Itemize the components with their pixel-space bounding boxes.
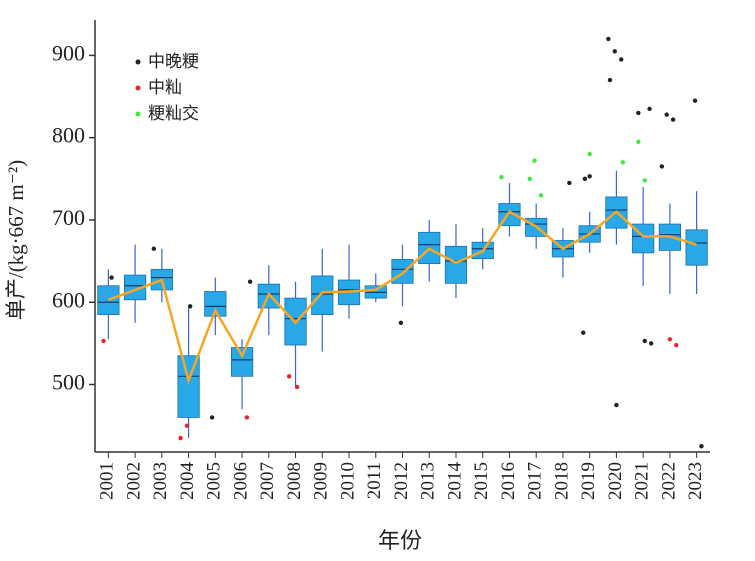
point bbox=[581, 330, 586, 335]
box bbox=[311, 275, 334, 315]
y-tick-label: 500 bbox=[52, 370, 85, 395]
point bbox=[642, 338, 647, 344]
point bbox=[244, 415, 250, 420]
x-tick-label: 2022 bbox=[658, 462, 679, 500]
point bbox=[636, 139, 641, 144]
point bbox=[647, 106, 652, 112]
legend-label: 中籼 bbox=[148, 78, 182, 98]
point bbox=[606, 36, 611, 42]
point bbox=[101, 338, 106, 344]
x-tick-label: 2010 bbox=[337, 462, 358, 500]
point bbox=[527, 176, 532, 182]
point bbox=[587, 174, 592, 179]
point bbox=[567, 180, 572, 186]
point bbox=[247, 279, 253, 284]
y-tick-label: 900 bbox=[52, 40, 85, 65]
legend-label: 中晚粳 bbox=[148, 52, 199, 72]
point bbox=[286, 374, 292, 379]
point bbox=[398, 320, 404, 326]
x-tick-label: 2021 bbox=[632, 462, 653, 500]
point bbox=[699, 444, 704, 449]
box bbox=[391, 259, 414, 284]
x-tick-label: 2018 bbox=[551, 462, 572, 500]
legend-label: 粳籼交 bbox=[148, 104, 199, 124]
y-tick-label: 700 bbox=[52, 205, 85, 230]
point bbox=[607, 77, 613, 83]
legend-marker bbox=[135, 85, 141, 91]
legend-marker bbox=[135, 111, 141, 117]
x-tick-label: 2006 bbox=[230, 462, 251, 500]
point bbox=[674, 342, 679, 348]
x-tick-label: 2020 bbox=[605, 462, 626, 500]
x-tick-label: 2009 bbox=[311, 462, 332, 500]
x-tick-label: 2011 bbox=[364, 462, 385, 499]
legend-marker bbox=[135, 59, 141, 65]
x-tick-label: 2007 bbox=[257, 462, 278, 500]
box bbox=[230, 347, 254, 377]
point bbox=[532, 158, 537, 163]
x-tick-label: 2012 bbox=[391, 462, 412, 500]
point bbox=[178, 435, 183, 441]
point bbox=[499, 174, 504, 180]
x-tick-label: 2019 bbox=[578, 462, 599, 500]
point bbox=[648, 341, 654, 346]
box bbox=[204, 291, 227, 317]
x-tick-label: 2004 bbox=[177, 462, 198, 501]
box bbox=[685, 229, 708, 266]
y-axis-label: 单产/(kg·667 m⁻²) bbox=[4, 160, 28, 320]
x-tick-label: 2002 bbox=[123, 462, 144, 500]
point bbox=[612, 49, 618, 54]
point bbox=[659, 164, 665, 169]
point bbox=[667, 337, 673, 342]
point bbox=[619, 57, 624, 62]
point bbox=[664, 112, 669, 117]
box bbox=[177, 355, 200, 418]
y-tick-label: 600 bbox=[52, 287, 85, 312]
point bbox=[294, 384, 300, 390]
x-tick-label: 2008 bbox=[284, 462, 305, 500]
y-tick-label: 800 bbox=[52, 123, 85, 148]
point bbox=[642, 178, 647, 183]
point bbox=[209, 415, 215, 420]
mean-line bbox=[107, 210, 697, 385]
point bbox=[692, 98, 698, 103]
point bbox=[151, 246, 157, 251]
x-tick-label: 2017 bbox=[525, 462, 546, 500]
x-tick-label: 2005 bbox=[204, 462, 225, 500]
x-tick-label: 2016 bbox=[498, 462, 519, 500]
point bbox=[614, 402, 619, 408]
point bbox=[538, 193, 544, 198]
point bbox=[670, 117, 676, 122]
point bbox=[582, 176, 588, 182]
x-tick-label: 2003 bbox=[150, 462, 171, 500]
x-tick-label: 2014 bbox=[444, 462, 465, 501]
point bbox=[109, 275, 114, 280]
box bbox=[124, 274, 147, 301]
x-tick-label: 2001 bbox=[97, 462, 118, 500]
box bbox=[97, 285, 120, 315]
x-tick-label: 2023 bbox=[685, 462, 706, 500]
point bbox=[184, 423, 190, 428]
point bbox=[636, 110, 641, 116]
point bbox=[187, 304, 193, 309]
x-tick-label: 2015 bbox=[471, 462, 492, 500]
box bbox=[444, 245, 468, 284]
x-tick-label: 2013 bbox=[418, 462, 439, 500]
x-axis-label: 年份 bbox=[378, 528, 422, 553]
point bbox=[620, 160, 626, 165]
point bbox=[587, 151, 592, 157]
